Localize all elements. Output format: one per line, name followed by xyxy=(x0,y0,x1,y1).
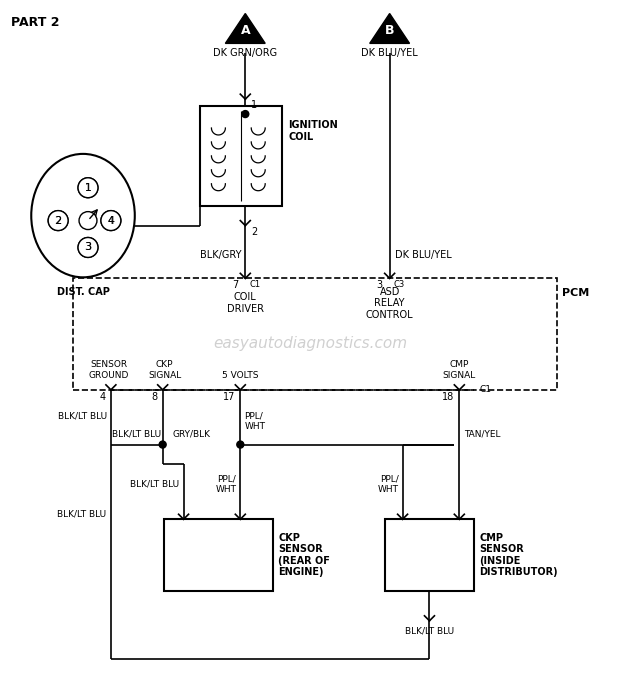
Text: 17: 17 xyxy=(223,392,235,402)
Text: PART 2: PART 2 xyxy=(11,15,60,29)
Text: 18: 18 xyxy=(442,392,454,402)
Bar xyxy=(73,279,557,390)
Text: GRY/BLK: GRY/BLK xyxy=(172,430,211,439)
Text: DK GRN/ORG: DK GRN/ORG xyxy=(213,48,277,58)
Circle shape xyxy=(78,178,98,197)
Text: COIL
DRIVER: COIL DRIVER xyxy=(227,293,264,314)
Text: CKP
SENSOR
(REAR OF
ENGINE): CKP SENSOR (REAR OF ENGINE) xyxy=(278,533,330,578)
Bar xyxy=(200,106,282,206)
Text: CMP
SIGNAL: CMP SIGNAL xyxy=(442,360,476,380)
Text: B: B xyxy=(385,24,394,37)
Circle shape xyxy=(101,211,121,230)
Bar xyxy=(164,519,273,591)
Circle shape xyxy=(78,178,98,197)
Text: TAN/YEL: TAN/YEL xyxy=(464,430,501,439)
Text: 3: 3 xyxy=(85,242,91,253)
Circle shape xyxy=(159,441,166,448)
Circle shape xyxy=(48,211,68,230)
Text: BLK/GRY: BLK/GRY xyxy=(200,251,241,260)
Text: 1: 1 xyxy=(252,100,257,110)
Text: DK BLU/YEL: DK BLU/YEL xyxy=(362,48,418,58)
Text: 3: 3 xyxy=(376,280,383,290)
Circle shape xyxy=(242,111,249,118)
Text: 2: 2 xyxy=(252,227,258,237)
Text: C3: C3 xyxy=(394,280,405,289)
Circle shape xyxy=(78,237,98,258)
Text: BLK/LT BLU: BLK/LT BLU xyxy=(57,510,106,519)
Text: DIST. CAP: DIST. CAP xyxy=(57,287,109,298)
Text: 2: 2 xyxy=(55,216,61,225)
Text: 1: 1 xyxy=(85,183,91,193)
Text: DK BLU/YEL: DK BLU/YEL xyxy=(395,251,451,260)
Text: CMP
SENSOR
(INSIDE
DISTRIBUTOR): CMP SENSOR (INSIDE DISTRIBUTOR) xyxy=(479,533,558,578)
Text: 4: 4 xyxy=(108,216,114,225)
Text: BLK/LT BLU: BLK/LT BLU xyxy=(112,430,161,439)
Text: 3: 3 xyxy=(85,242,91,253)
Polygon shape xyxy=(370,13,410,43)
Text: ASD
RELAY
CONTROL: ASD RELAY CONTROL xyxy=(366,286,413,320)
Text: BLK/LT BLU: BLK/LT BLU xyxy=(130,480,180,489)
Text: 5 VOLTS: 5 VOLTS xyxy=(222,371,258,380)
Circle shape xyxy=(237,441,243,448)
Text: SENSOR
GROUND: SENSOR GROUND xyxy=(89,360,129,380)
Text: 4: 4 xyxy=(108,216,114,225)
Text: easyautodiagnostics.com: easyautodiagnostics.com xyxy=(213,335,407,351)
Text: C1: C1 xyxy=(479,385,491,394)
Text: 1: 1 xyxy=(85,183,91,193)
Text: BLK/LT BLU: BLK/LT BLU xyxy=(405,626,454,635)
Text: 8: 8 xyxy=(151,392,158,402)
Text: 2: 2 xyxy=(54,216,62,225)
Text: A: A xyxy=(240,24,250,37)
Bar xyxy=(384,519,474,591)
Text: PCM: PCM xyxy=(562,288,589,298)
Circle shape xyxy=(48,211,68,230)
Circle shape xyxy=(101,211,121,230)
Text: BLK/LT BLU: BLK/LT BLU xyxy=(58,412,107,421)
Text: 7: 7 xyxy=(232,280,239,290)
Text: PPL/
WHT: PPL/ WHT xyxy=(215,475,236,493)
Circle shape xyxy=(78,237,98,258)
Text: CKP
SIGNAL: CKP SIGNAL xyxy=(148,360,181,380)
Polygon shape xyxy=(226,13,265,43)
Text: C1: C1 xyxy=(249,280,260,289)
Circle shape xyxy=(79,211,97,230)
Ellipse shape xyxy=(32,154,135,277)
Text: IGNITION
COIL: IGNITION COIL xyxy=(288,120,338,141)
Text: PPL/
WHT: PPL/ WHT xyxy=(244,412,265,431)
Text: PPL/
WHT: PPL/ WHT xyxy=(378,475,399,493)
Text: 4: 4 xyxy=(99,392,106,402)
